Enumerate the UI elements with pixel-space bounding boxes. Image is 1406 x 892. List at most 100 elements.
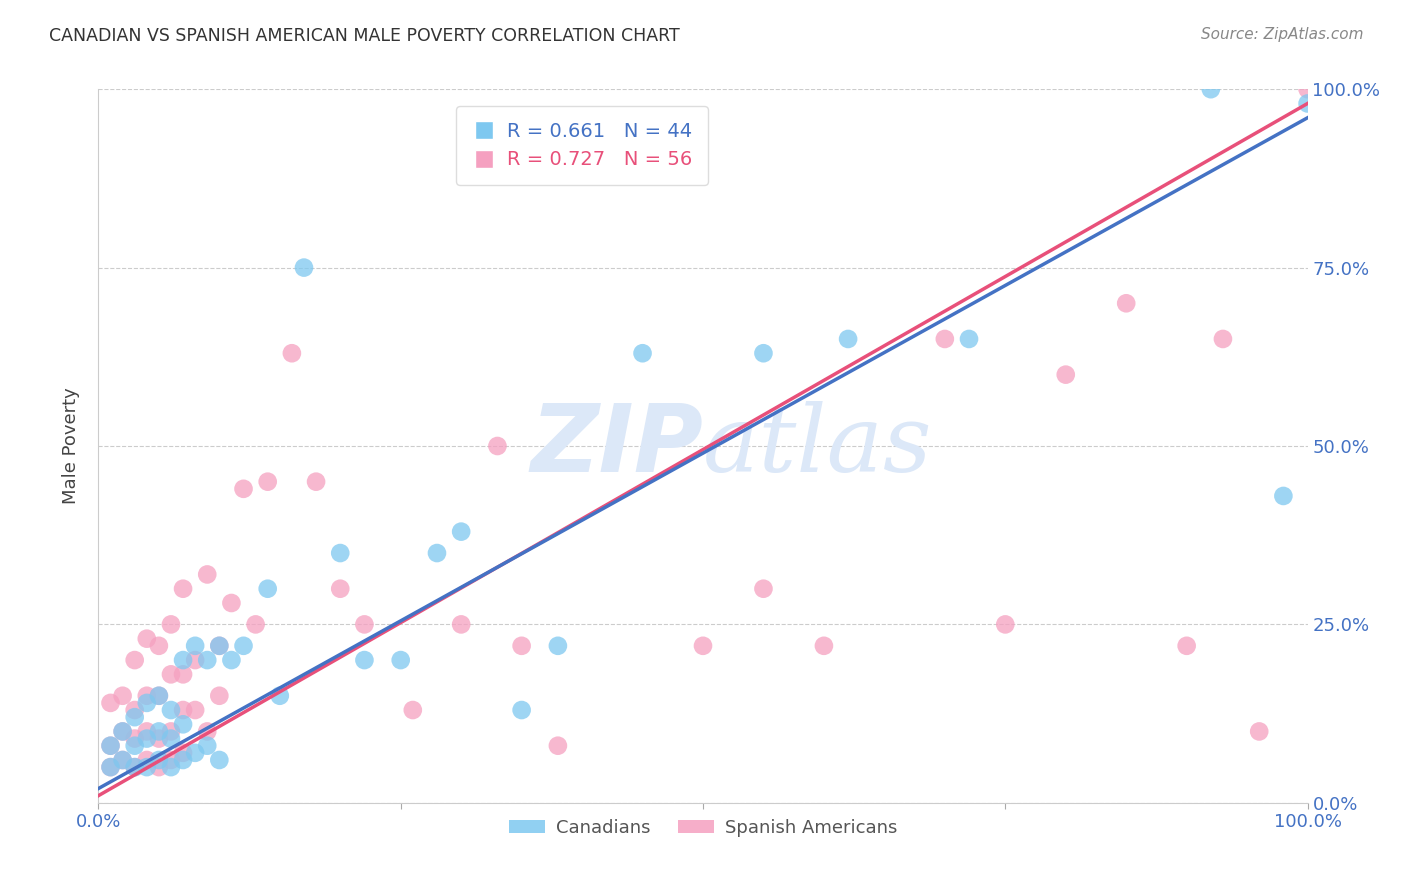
- Point: [837, 332, 859, 346]
- Point: [813, 639, 835, 653]
- Point: [957, 332, 980, 346]
- Point: [124, 760, 146, 774]
- Point: [111, 689, 134, 703]
- Point: [486, 439, 509, 453]
- Point: [172, 703, 194, 717]
- Point: [148, 724, 170, 739]
- Point: [148, 689, 170, 703]
- Point: [353, 653, 375, 667]
- Point: [160, 731, 183, 746]
- Point: [135, 760, 157, 774]
- Point: [208, 639, 231, 653]
- Point: [124, 703, 146, 717]
- Point: [135, 689, 157, 703]
- Point: [135, 731, 157, 746]
- Point: [148, 689, 170, 703]
- Point: [172, 753, 194, 767]
- Y-axis label: Male Poverty: Male Poverty: [62, 388, 80, 504]
- Point: [208, 639, 231, 653]
- Point: [160, 760, 183, 774]
- Point: [148, 639, 170, 653]
- Point: [934, 332, 956, 346]
- Point: [269, 689, 291, 703]
- Text: CANADIAN VS SPANISH AMERICAN MALE POVERTY CORRELATION CHART: CANADIAN VS SPANISH AMERICAN MALE POVERT…: [49, 27, 681, 45]
- Point: [148, 731, 170, 746]
- Text: ZIP: ZIP: [530, 400, 703, 492]
- Point: [184, 703, 207, 717]
- Point: [547, 639, 569, 653]
- Point: [208, 689, 231, 703]
- Point: [148, 760, 170, 774]
- Point: [160, 724, 183, 739]
- Point: [124, 731, 146, 746]
- Point: [450, 524, 472, 539]
- Point: [221, 653, 243, 667]
- Point: [292, 260, 315, 275]
- Text: atlas: atlas: [703, 401, 932, 491]
- Point: [389, 653, 412, 667]
- Point: [631, 346, 654, 360]
- Point: [195, 567, 218, 582]
- Point: [195, 724, 218, 739]
- Point: [100, 739, 122, 753]
- Point: [172, 653, 194, 667]
- Point: [256, 475, 278, 489]
- Point: [353, 617, 375, 632]
- Legend: Canadians, Spanish Americans: Canadians, Spanish Americans: [502, 812, 904, 844]
- Point: [135, 632, 157, 646]
- Point: [752, 346, 775, 360]
- Point: [208, 753, 231, 767]
- Point: [111, 724, 134, 739]
- Point: [124, 760, 146, 774]
- Point: [1249, 724, 1271, 739]
- Point: [1199, 82, 1222, 96]
- Point: [1212, 332, 1234, 346]
- Point: [172, 582, 194, 596]
- Point: [172, 717, 194, 731]
- Point: [510, 639, 533, 653]
- Point: [426, 546, 449, 560]
- Point: [184, 746, 207, 760]
- Point: [547, 739, 569, 753]
- Point: [135, 696, 157, 710]
- Point: [124, 653, 146, 667]
- Point: [692, 639, 714, 653]
- Point: [135, 753, 157, 767]
- Point: [184, 639, 207, 653]
- Point: [100, 739, 122, 753]
- Point: [232, 639, 254, 653]
- Point: [172, 667, 194, 681]
- Point: [160, 753, 183, 767]
- Point: [160, 703, 183, 717]
- Point: [160, 617, 183, 632]
- Point: [402, 703, 425, 717]
- Point: [1115, 296, 1137, 310]
- Point: [450, 617, 472, 632]
- Point: [221, 596, 243, 610]
- Point: [281, 346, 304, 360]
- Point: [1296, 96, 1319, 111]
- Point: [111, 753, 134, 767]
- Point: [752, 582, 775, 596]
- Point: [994, 617, 1017, 632]
- Point: [111, 753, 134, 767]
- Point: [1054, 368, 1077, 382]
- Point: [256, 582, 278, 596]
- Point: [195, 739, 218, 753]
- Point: [1272, 489, 1295, 503]
- Point: [232, 482, 254, 496]
- Text: Source: ZipAtlas.com: Source: ZipAtlas.com: [1201, 27, 1364, 42]
- Point: [100, 696, 122, 710]
- Point: [148, 753, 170, 767]
- Point: [160, 667, 183, 681]
- Point: [184, 653, 207, 667]
- Point: [135, 724, 157, 739]
- Point: [124, 710, 146, 724]
- Point: [100, 760, 122, 774]
- Point: [329, 582, 352, 596]
- Point: [195, 653, 218, 667]
- Point: [245, 617, 267, 632]
- Point: [510, 703, 533, 717]
- Point: [172, 746, 194, 760]
- Point: [100, 760, 122, 774]
